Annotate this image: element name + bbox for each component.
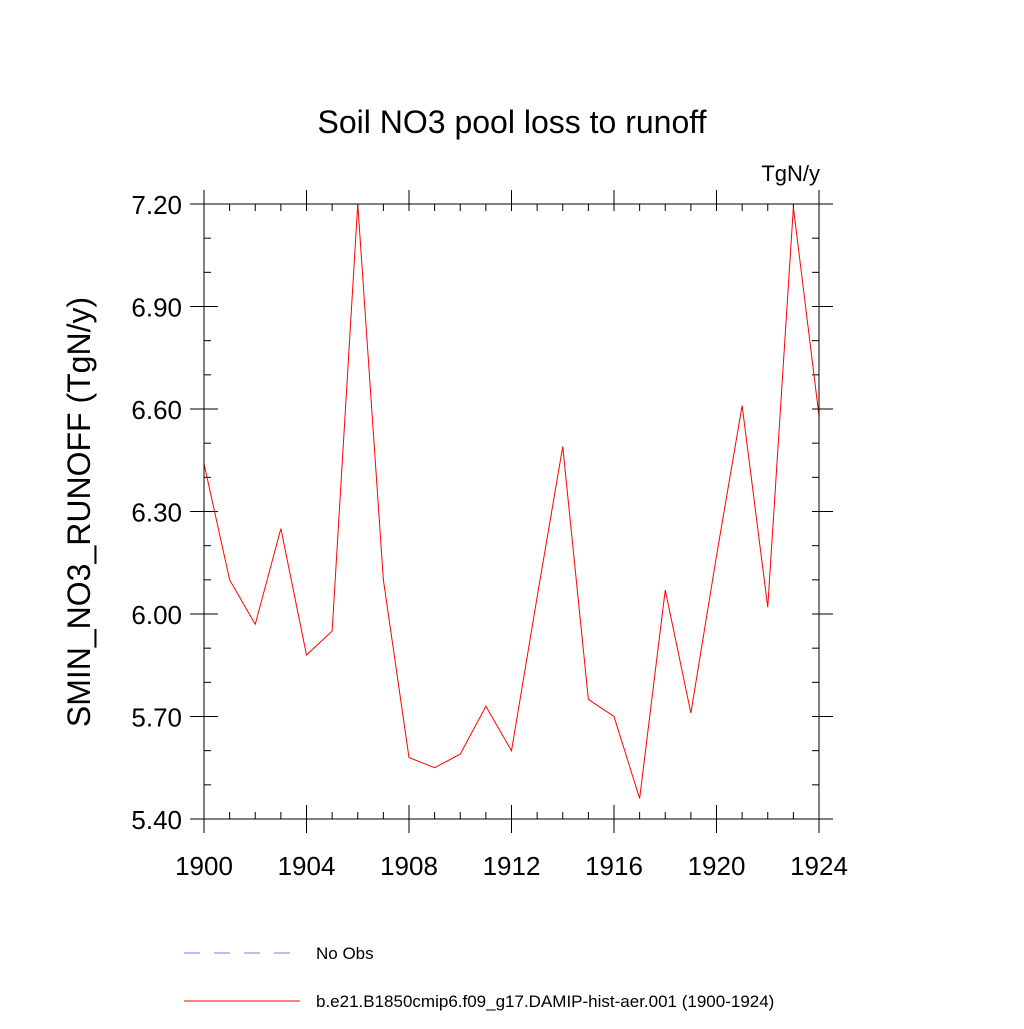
y-axis-label: SMIN_NO3_RUNOFF (TgN/y): [61, 297, 97, 727]
y-tick-label: 6.30: [131, 498, 182, 528]
legend: No Obs b.e21.B1850cmip6.f09_g17.DAMIP-hi…: [184, 944, 774, 1011]
x-tick-label: 1908: [380, 851, 438, 881]
axis-ticks: [190, 190, 833, 833]
y-tick-label: 5.70: [131, 703, 182, 733]
legend-label-no-obs: No Obs: [316, 944, 374, 963]
x-tick-label: 1900: [175, 851, 233, 881]
chart-title: Soil NO3 pool loss to runoff: [318, 104, 707, 140]
series-line-0: [203, 203, 820, 799]
x-tick-label: 1916: [585, 851, 643, 881]
y-tick-label: 7.20: [131, 190, 182, 220]
plot-frame: [203, 203, 820, 820]
axis-tick-labels: 5.40 5.70 6.00 6.30 6.60 6.90 7.20 1900 1904 1908…: [131, 190, 848, 881]
x-tick-label: 1924: [790, 851, 848, 881]
y-tick-label: 6.90: [131, 293, 182, 323]
legend-label-model-run: b.e21.B1850cmip6.f09_g17.DAMIP-hist-aer.…: [316, 992, 774, 1011]
x-tick-label: 1904: [278, 851, 336, 881]
y-tick-label: 6.00: [131, 600, 182, 630]
units-label: TgN/y: [761, 161, 820, 186]
x-tick-label: 1920: [688, 851, 746, 881]
x-tick-label: 1912: [483, 851, 541, 881]
series-layer: [203, 203, 820, 799]
y-tick-label: 6.60: [131, 395, 182, 425]
y-tick-label: 5.40: [131, 805, 182, 835]
